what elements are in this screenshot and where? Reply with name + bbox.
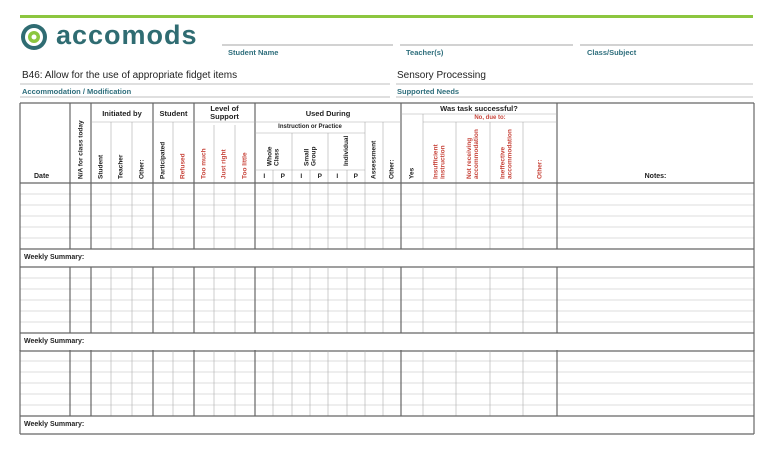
column-header: Small Group bbox=[303, 146, 318, 167]
need-label: Supported Needs bbox=[397, 87, 460, 96]
mode-label: I bbox=[336, 173, 339, 180]
column-header: Too much bbox=[200, 148, 208, 179]
column-header: Not receiving accommodation bbox=[466, 129, 480, 179]
mode-label: P bbox=[280, 173, 285, 180]
column-header: Other: bbox=[138, 159, 146, 180]
column-header: Insufficient instruction bbox=[432, 144, 447, 179]
weekly-summary: Weekly Summary: bbox=[24, 254, 85, 261]
column-header: Refused bbox=[179, 153, 187, 179]
logo-gear bbox=[21, 24, 47, 50]
column-header: Student bbox=[97, 154, 105, 179]
field-label: Teacher(s) bbox=[406, 48, 444, 57]
weekly-summary: Weekly Summary: bbox=[24, 421, 85, 428]
column-header: Too little bbox=[241, 152, 249, 179]
mode-label: I bbox=[300, 173, 303, 180]
group-subheader: Instruction or Practice bbox=[278, 124, 342, 130]
group-header: Level of Support bbox=[210, 104, 239, 121]
group-header: Initiated by bbox=[102, 109, 142, 118]
group-header: Student bbox=[159, 109, 188, 118]
field-label: Class/Subject bbox=[587, 48, 637, 57]
field-label: Student Name bbox=[228, 48, 279, 57]
column-header: Ineffective accommodation bbox=[499, 129, 514, 179]
column-header: Date bbox=[34, 173, 50, 180]
group-header: Was task successful? bbox=[440, 104, 518, 113]
column-header: Individual bbox=[343, 135, 350, 166]
column-header: Whole Class bbox=[266, 146, 281, 167]
column-header: Notes: bbox=[644, 173, 667, 180]
column-header: Assessment bbox=[370, 140, 378, 179]
column-header: Teacher bbox=[117, 154, 125, 179]
group-subheader: No, due to: bbox=[474, 115, 506, 121]
mode-label: P bbox=[317, 173, 322, 180]
column-header: Participated bbox=[159, 141, 167, 179]
need-title: Sensory Processing bbox=[397, 70, 486, 81]
column-header: Yes bbox=[408, 167, 416, 179]
group-header: Used During bbox=[305, 109, 351, 118]
column-header: Just right bbox=[220, 149, 228, 179]
accommodation-label: Accommodation / Modification bbox=[22, 87, 132, 96]
logo-text: accomods bbox=[56, 20, 198, 50]
mode-label: P bbox=[353, 173, 358, 180]
accommodation-title: B46: Allow for the use of appropriate fi… bbox=[22, 70, 238, 81]
mode-label: I bbox=[263, 173, 266, 180]
weekly-summary: Weekly Summary: bbox=[24, 338, 85, 345]
column-header: Other: bbox=[388, 159, 396, 180]
column-header: Other: bbox=[536, 159, 544, 180]
column-header: N/A for class today bbox=[77, 120, 85, 179]
